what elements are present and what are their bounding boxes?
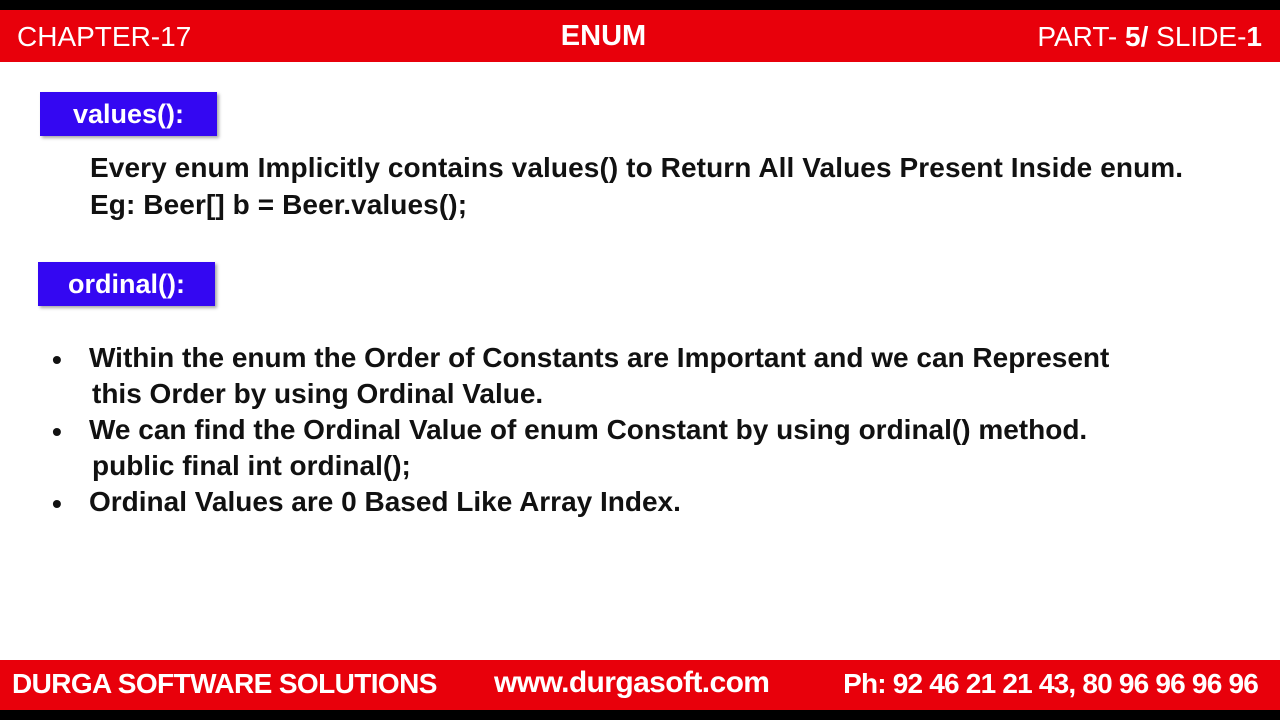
- bullet-dot: •: [52, 488, 62, 519]
- bullet-dot: •: [52, 416, 62, 447]
- phone-numbers: Ph: 92 46 21 21 43, 80 96 96 96 96: [843, 668, 1259, 699]
- website-link: www.durgasoft.com: [494, 666, 770, 699]
- part-number: 5/: [1125, 21, 1149, 52]
- values-heading: values():: [40, 92, 217, 136]
- ordinal-heading: ordinal():: [38, 262, 215, 306]
- slide: CHAPTER-17 ENUM PART- 5/ SLIDE-1 values(…: [0, 10, 1280, 710]
- values-description: Every enum Implicitly contains values() …: [90, 152, 1184, 183]
- bullet-dot: •: [52, 344, 62, 375]
- bullet-2-line-1: We can find the Ordinal Value of enum Co…: [89, 414, 1088, 445]
- slide-number: 1: [1246, 21, 1262, 52]
- part-prefix: PART-: [1037, 21, 1126, 52]
- bullet-1-line-1: Within the enum the Order of Constants a…: [89, 342, 1110, 373]
- bullet-3-line-1: Ordinal Values are 0 Based Like Array In…: [89, 486, 681, 517]
- footer-bar: DURGA SOFTWARE SOLUTIONS www.durgasoft.c…: [0, 660, 1280, 710]
- slide-prefix: SLIDE-: [1148, 21, 1247, 52]
- part-slide-label: PART- 5/ SLIDE-1: [1037, 21, 1262, 53]
- topic-title: ENUM: [560, 20, 647, 52]
- bullet-2-line-2: public final int ordinal();: [92, 450, 411, 481]
- bullet-1-line-2: this Order by using Ordinal Value.: [92, 378, 544, 409]
- header-bar: CHAPTER-17 ENUM PART- 5/ SLIDE-1: [0, 10, 1280, 62]
- chapter-label: CHAPTER-17: [17, 21, 192, 52]
- values-example: Eg: Beer[] b = Beer.values();: [90, 189, 468, 220]
- company-name: DURGA SOFTWARE SOLUTIONS: [12, 668, 437, 699]
